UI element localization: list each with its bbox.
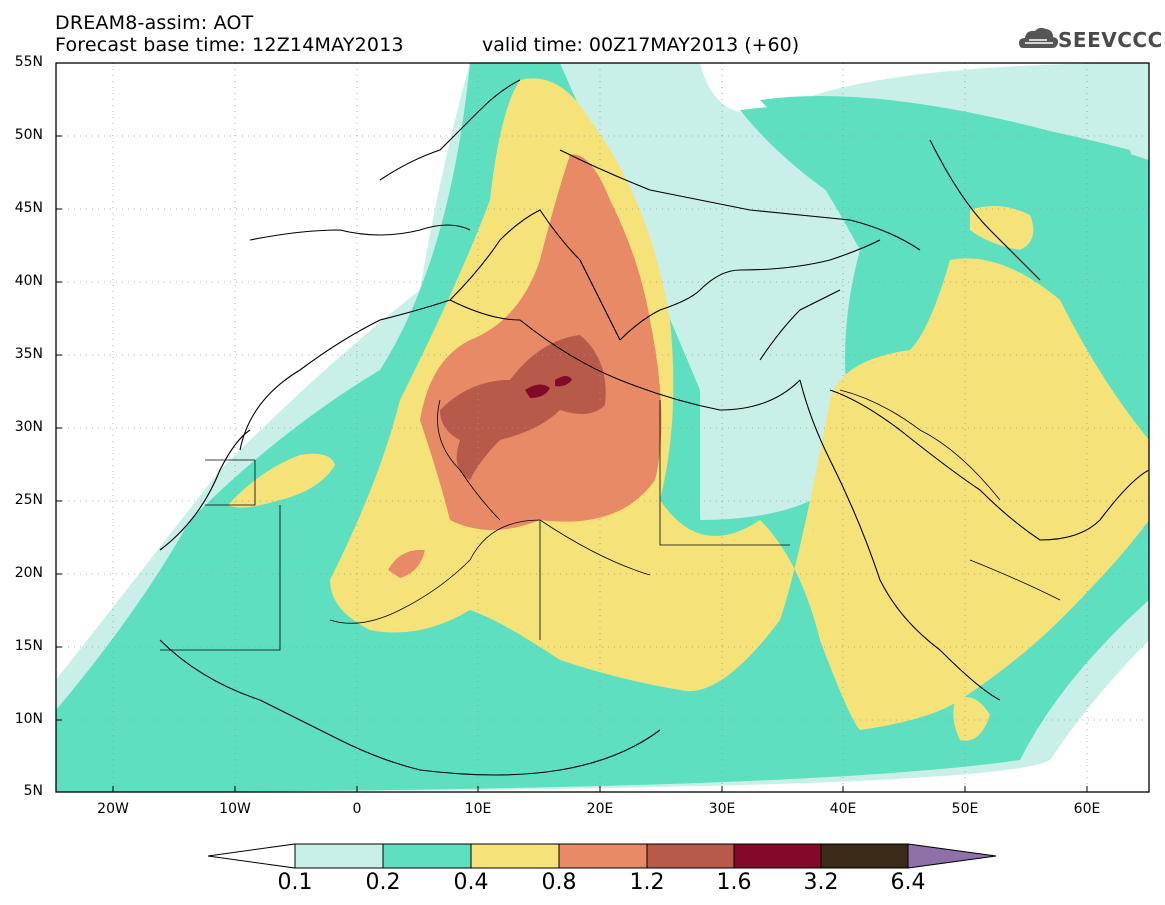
aot-contour-1.6 [525, 384, 550, 398]
lat-label: 5N [23, 783, 43, 799]
lat-label: 35N [14, 346, 43, 362]
colorbar-label: 6.4 [890, 870, 926, 895]
colorbar [207, 843, 997, 869]
lon-label: 60E [1073, 801, 1101, 817]
logo-text: SEEVCCC [1058, 28, 1163, 52]
lat-label: 45N [14, 200, 43, 216]
colorbar-label: 1.6 [716, 870, 752, 895]
lon-label: 10W [219, 801, 251, 817]
graticule [56, 63, 1149, 792]
colorbar-seg-7 [820, 843, 909, 869]
colorbar-seg-1 [294, 843, 384, 869]
colorbar-seg-8 [907, 843, 997, 869]
lon-label: 0 [352, 801, 362, 817]
lat-label: 50N [14, 127, 43, 143]
cloud-icon [1019, 27, 1059, 48]
lon-label: 20E [586, 801, 614, 817]
valid-time: valid time: 00Z17MAY2013 (+60) [482, 34, 800, 56]
aot-contour-0.8-b [388, 549, 425, 578]
colorbar-label: 0.8 [541, 870, 577, 895]
aot-contour-0.4-c [970, 206, 1034, 250]
lon-label: 40E [829, 801, 857, 817]
colorbar-seg-4 [558, 843, 648, 869]
lon-label: 20W [97, 801, 129, 817]
colorbar-label: 0.4 [453, 870, 489, 895]
colorbar-seg-6 [733, 843, 822, 869]
lon-label: 10E [464, 801, 492, 817]
aot-contour-1.6-b [555, 376, 572, 387]
aot-field [56, 63, 1149, 792]
colorbar-seg-2 [382, 843, 472, 869]
aot-contour-0.2-b [740, 105, 1149, 220]
map-title: DREAM8-assim: AOT [55, 12, 254, 34]
colorbar-label: 0.1 [277, 870, 313, 895]
coastlines [159, 79, 1149, 776]
forecast-base-time: Forecast base time: 12Z14MAY2013 [55, 34, 404, 56]
lat-label: 20N [14, 565, 43, 581]
lat-label: 25N [14, 492, 43, 508]
axis-ticks [56, 62, 1088, 793]
colorbar-seg-5 [646, 843, 735, 869]
lat-label: 55N [14, 54, 43, 70]
colorbar-label: 1.2 [629, 870, 665, 895]
lat-label: 40N [14, 273, 43, 289]
aot-contour-0.4 [330, 78, 1149, 731]
lon-label: 30E [708, 801, 736, 817]
colorbar-seg-3 [470, 843, 560, 869]
colorbar-seg-0 [207, 843, 296, 869]
country-borders [160, 389, 1061, 651]
lat-label: 15N [14, 638, 43, 654]
aot-contour-1.2 [440, 335, 606, 480]
lat-label: 30N [14, 419, 43, 435]
aot-contour-0.4-d [953, 697, 990, 741]
colorbar-label: 0.2 [365, 870, 401, 895]
lat-label: 10N [14, 711, 43, 727]
lon-label: 50E [951, 801, 979, 817]
colorbar-label: 3.2 [803, 870, 839, 895]
